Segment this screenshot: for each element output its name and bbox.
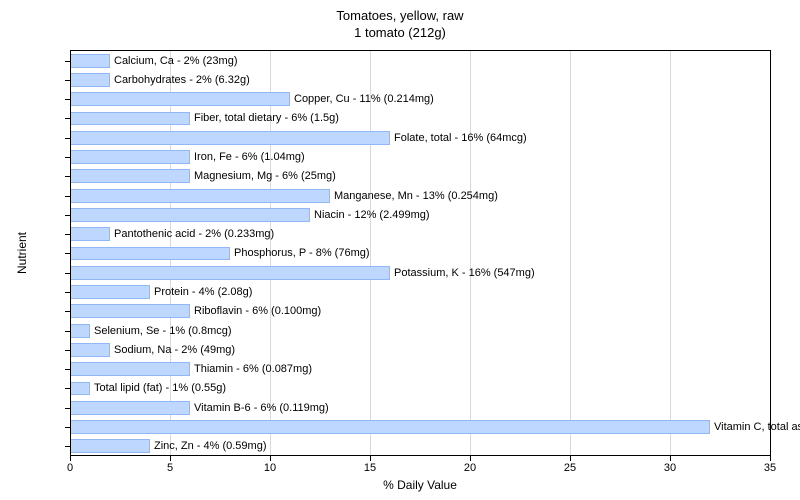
nutrient-bar-label: Copper, Cu - 11% (0.214mg) — [290, 92, 434, 106]
x-tick-label: 0 — [67, 462, 73, 474]
x-tick-label: 25 — [564, 462, 576, 474]
nutrient-bar-label: Folate, total - 16% (64mcg) — [390, 131, 527, 145]
bar-row: Riboflavin - 6% (0.100mg) — [70, 304, 770, 318]
bar-row: Magnesium, Mg - 6% (25mg) — [70, 169, 770, 183]
bar-row: Protein - 4% (2.08g) — [70, 285, 770, 299]
nutrient-bar — [70, 247, 230, 261]
chart-title: Tomatoes, yellow, raw 1 tomato (212g) — [0, 0, 800, 42]
bar-row: Niacin - 12% (2.499mg) — [70, 208, 770, 222]
nutrient-bar-label: Protein - 4% (2.08g) — [150, 285, 252, 299]
bar-row: Sodium, Na - 2% (49mg) — [70, 343, 770, 357]
nutrient-bar — [70, 439, 150, 453]
nutrient-bar-label: Niacin - 12% (2.499mg) — [310, 208, 430, 222]
x-tick-label: 10 — [264, 462, 276, 474]
bar-row: Total lipid (fat) - 1% (0.55g) — [70, 382, 770, 396]
bar-row: Phosphorus, P - 8% (76mg) — [70, 247, 770, 261]
x-tick-label: 15 — [364, 462, 376, 474]
nutrient-bar-label: Fiber, total dietary - 6% (1.5g) — [190, 112, 339, 126]
bar-row: Manganese, Mn - 13% (0.254mg) — [70, 189, 770, 203]
nutrient-bar — [70, 343, 110, 357]
nutrient-bar-label: Pantothenic acid - 2% (0.233mg) — [110, 227, 274, 241]
bar-row: Copper, Cu - 11% (0.214mg) — [70, 92, 770, 106]
nutrient-bar — [70, 382, 90, 396]
nutrient-bar-label: Manganese, Mn - 13% (0.254mg) — [330, 189, 498, 203]
nutrient-bar — [70, 92, 290, 106]
y-axis-label: Nutrient — [12, 50, 32, 455]
x-tick-label: 35 — [764, 462, 776, 474]
nutrient-bar — [70, 420, 710, 434]
nutrient-bar — [70, 285, 150, 299]
nutrient-bar — [70, 401, 190, 415]
bar-row: Vitamin B-6 - 6% (0.119mg) — [70, 401, 770, 415]
bar-row: Selenium, Se - 1% (0.8mcg) — [70, 324, 770, 338]
nutrient-bar-label: Carbohydrates - 2% (6.32g) — [110, 73, 250, 87]
nutrient-bar-label: Phosphorus, P - 8% (76mg) — [230, 247, 370, 261]
nutrient-bar — [70, 362, 190, 376]
bar-row: Potassium, K - 16% (547mg) — [70, 266, 770, 280]
nutrient-bar-label: Sodium, Na - 2% (49mg) — [110, 343, 235, 357]
y-axis-label-text: Nutrient — [15, 231, 29, 273]
nutrient-bar-label: Potassium, K - 16% (547mg) — [390, 266, 535, 280]
nutrient-bar-label: Zinc, Zn - 4% (0.59mg) — [150, 439, 266, 453]
bar-row: Iron, Fe - 6% (1.04mg) — [70, 150, 770, 164]
bar-row: Vitamin C, total ascorbic acid - 32% (19… — [70, 420, 770, 434]
nutrient-bar — [70, 266, 390, 280]
x-tick — [170, 456, 171, 461]
nutrient-bar — [70, 169, 190, 183]
x-tick — [570, 456, 571, 461]
plot-area: Calcium, Ca - 2% (23mg) Carbohydrates - 2… — [70, 50, 771, 456]
nutrient-bar — [70, 304, 190, 318]
nutrient-bar — [70, 150, 190, 164]
nutrient-bar — [70, 131, 390, 145]
nutrient-bar-label: Vitamin B-6 - 6% (0.119mg) — [190, 401, 329, 415]
y-axis-line — [70, 50, 71, 455]
nutrient-bar — [70, 324, 90, 338]
bars-layer: Calcium, Ca - 2% (23mg) Carbohydrates - 2… — [70, 51, 770, 456]
nutrient-bar-label: Thiamin - 6% (0.087mg) — [190, 362, 312, 376]
x-tick — [770, 456, 771, 461]
title-line-1: Tomatoes, yellow, raw — [336, 8, 463, 23]
nutrient-bar-label: Selenium, Se - 1% (0.8mcg) — [90, 324, 232, 338]
nutrient-bar-label: Total lipid (fat) - 1% (0.55g) — [90, 382, 226, 396]
nutrient-bar-label: Riboflavin - 6% (0.100mg) — [190, 304, 321, 318]
bar-row: Calcium, Ca - 2% (23mg) — [70, 54, 770, 68]
x-tick — [370, 456, 371, 461]
nutrient-bar-label: Magnesium, Mg - 6% (25mg) — [190, 169, 336, 183]
bar-row: Folate, total - 16% (64mcg) — [70, 131, 770, 145]
x-axis-label: % Daily Value — [70, 478, 770, 492]
nutrient-bar — [70, 112, 190, 126]
bar-row: Zinc, Zn - 4% (0.59mg) — [70, 439, 770, 453]
x-tick — [670, 456, 671, 461]
bar-row: Carbohydrates - 2% (6.32g) — [70, 73, 770, 87]
x-axis: 05101520253035 — [70, 455, 770, 456]
bar-row: Thiamin - 6% (0.087mg) — [70, 362, 770, 376]
nutrient-bar-label: Calcium, Ca - 2% (23mg) — [110, 54, 237, 68]
nutrient-bar — [70, 73, 110, 87]
x-tick-label: 30 — [664, 462, 676, 474]
x-tick — [270, 456, 271, 461]
x-tick — [470, 456, 471, 461]
nutrient-bar — [70, 54, 110, 68]
x-tick-label: 5 — [167, 462, 173, 474]
nutrient-bar — [70, 208, 310, 222]
nutrient-bar-label: Iron, Fe - 6% (1.04mg) — [190, 150, 305, 164]
nutrient-bar-label: Vitamin C, total ascorbic acid - 32% (19… — [710, 420, 800, 434]
x-tick — [70, 456, 71, 461]
nutrient-bar — [70, 189, 330, 203]
bar-row: Fiber, total dietary - 6% (1.5g) — [70, 112, 770, 126]
bar-row: Pantothenic acid - 2% (0.233mg) — [70, 227, 770, 241]
nutrient-bar — [70, 227, 110, 241]
title-line-2: 1 tomato (212g) — [354, 25, 446, 40]
chart-container: Tomatoes, yellow, raw 1 tomato (212g) Ca… — [0, 0, 800, 500]
x-tick-label: 20 — [464, 462, 476, 474]
